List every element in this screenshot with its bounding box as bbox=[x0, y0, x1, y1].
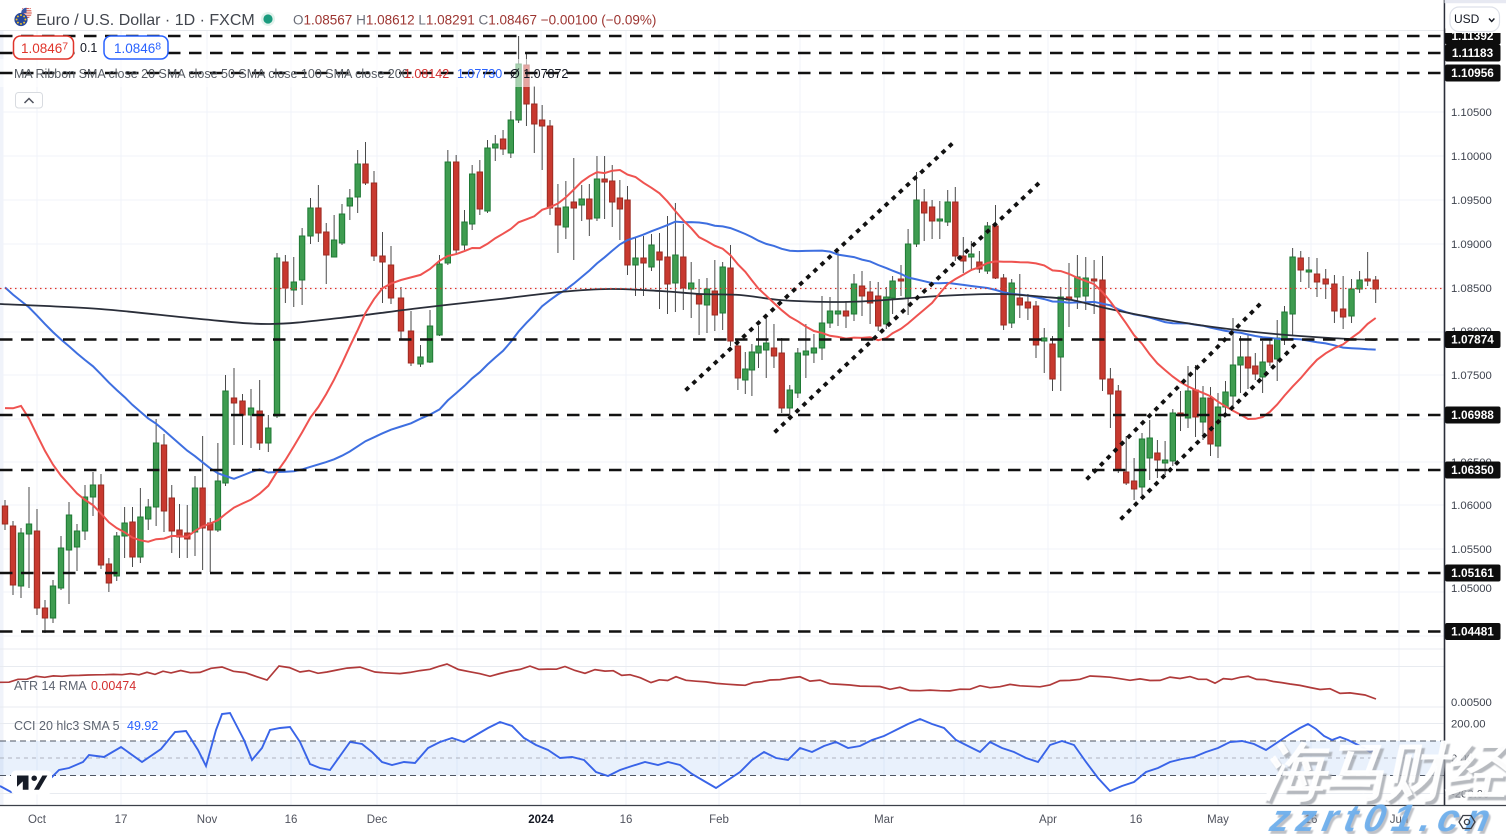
svg-text:1.08468: 1.08468 bbox=[114, 41, 161, 57]
svg-text:1.11183: 1.11183 bbox=[1452, 46, 1494, 60]
svg-text:MA Ribbon SMA close 20 SMA clo: MA Ribbon SMA close 20 SMA close 50 SMA … bbox=[14, 67, 409, 81]
svg-text:1.06000: 1.06000 bbox=[1451, 500, 1492, 512]
svg-text:1.09500: 1.09500 bbox=[1451, 195, 1492, 207]
svg-text:CCI 20 hlc3 SMA 5: CCI 20 hlc3 SMA 5 bbox=[14, 719, 120, 733]
svg-text:1.08142: 1.08142 bbox=[404, 67, 449, 81]
svg-text:0.00474: 0.00474 bbox=[91, 679, 136, 693]
svg-text:200.00: 200.00 bbox=[1451, 719, 1486, 731]
svg-text:1.06350: 1.06350 bbox=[1451, 463, 1494, 477]
svg-text:2024: 2024 bbox=[528, 814, 554, 826]
svg-text:Oct: Oct bbox=[28, 814, 47, 826]
svg-text:May: May bbox=[1207, 814, 1229, 826]
svg-text:ATR 14 RMA: ATR 14 RMA bbox=[14, 679, 87, 693]
svg-text:1.10000: 1.10000 bbox=[1451, 151, 1492, 163]
svg-text:1.07874: 1.07874 bbox=[1451, 333, 1494, 347]
svg-text:1.07500: 1.07500 bbox=[1451, 370, 1492, 382]
svg-text:1.10500: 1.10500 bbox=[1451, 107, 1492, 119]
svg-text:O1.08567 H1.08612 L1.08291 C1.: O1.08567 H1.08612 L1.08291 C1.08467 −0.0… bbox=[293, 13, 656, 28]
svg-text:zzrt01.cn: zzrt01.cn bbox=[1265, 797, 1501, 834]
svg-text:Ø 1.07872: Ø 1.07872 bbox=[510, 67, 568, 81]
svg-text:Dec: Dec bbox=[367, 814, 388, 826]
svg-text:0.00500: 0.00500 bbox=[1451, 697, 1492, 709]
svg-text:17: 17 bbox=[115, 814, 128, 826]
svg-text:49.92: 49.92 bbox=[127, 719, 158, 733]
svg-text:1.05161: 1.05161 bbox=[1451, 566, 1494, 580]
svg-text:Feb: Feb bbox=[709, 814, 729, 826]
svg-text:16: 16 bbox=[1130, 814, 1143, 826]
svg-text:Apr: Apr bbox=[1039, 814, 1057, 826]
svg-text:Euro / U.S. Dollar · 1D · FXCM: Euro / U.S. Dollar · 1D · FXCM bbox=[36, 12, 255, 29]
svg-text:Jun: Jun bbox=[1390, 814, 1409, 826]
svg-text:1.04481: 1.04481 bbox=[1451, 625, 1494, 639]
svg-text:16: 16 bbox=[285, 814, 298, 826]
svg-text:Nov: Nov bbox=[197, 814, 218, 826]
svg-text:1.05500: 1.05500 bbox=[1451, 544, 1492, 556]
svg-text:16: 16 bbox=[620, 814, 633, 826]
svg-text:1.08467: 1.08467 bbox=[21, 41, 68, 57]
svg-text:Mar: Mar bbox=[874, 814, 894, 826]
svg-text:1.06988: 1.06988 bbox=[1451, 408, 1494, 422]
svg-text:USD: USD bbox=[1454, 12, 1480, 26]
svg-text:1.07730: 1.07730 bbox=[457, 67, 502, 81]
svg-text:1.10956: 1.10956 bbox=[1451, 66, 1494, 80]
svg-text:1.08500: 1.08500 bbox=[1451, 283, 1492, 295]
svg-text:1.09000: 1.09000 bbox=[1451, 239, 1492, 251]
svg-text:16: 16 bbox=[1305, 814, 1318, 826]
svg-text:0.1: 0.1 bbox=[80, 41, 97, 55]
svg-text:1.05000: 1.05000 bbox=[1451, 583, 1492, 595]
